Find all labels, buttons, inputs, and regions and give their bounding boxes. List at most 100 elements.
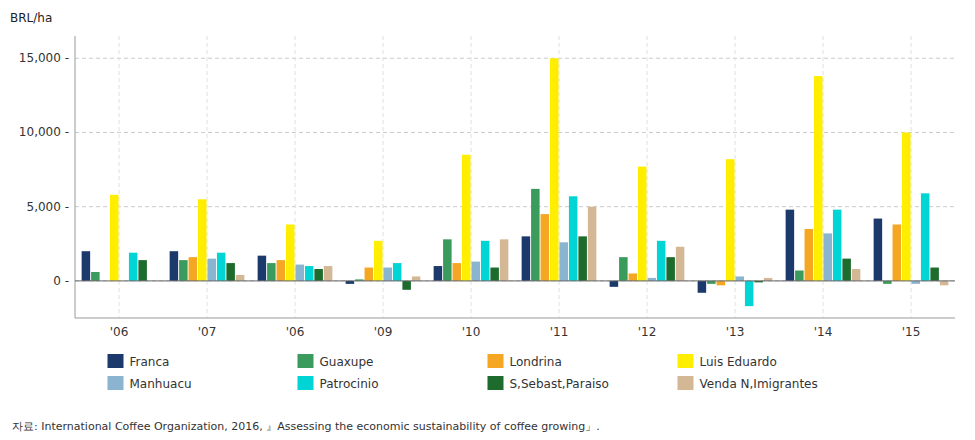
bar	[874, 219, 883, 281]
x-tick-label: '09	[374, 325, 393, 339]
y-tick-label: 10,000 -	[19, 125, 69, 139]
bar	[578, 236, 587, 281]
bar	[170, 251, 179, 281]
bar	[531, 189, 540, 281]
bar	[226, 263, 235, 281]
series	[236, 207, 949, 286]
bar	[267, 263, 276, 281]
bar	[138, 260, 147, 281]
grid-line	[471, 36, 472, 318]
bar	[324, 266, 333, 281]
bar	[91, 272, 100, 281]
legend-label: Venda N,Imigrantes	[700, 377, 818, 391]
bar	[189, 257, 198, 281]
y-axis-line	[75, 36, 76, 318]
x-tick-label: '10	[462, 325, 481, 339]
bar	[786, 210, 795, 281]
bar	[314, 269, 323, 281]
series	[129, 193, 930, 306]
x-tick-label: '13	[726, 325, 745, 339]
bar	[805, 229, 814, 281]
legend-swatch	[298, 354, 314, 368]
legend-swatch	[108, 354, 124, 368]
bar	[412, 276, 421, 280]
grid-line	[75, 280, 955, 281]
bar	[179, 260, 188, 281]
bar	[277, 260, 286, 281]
x-tick-label: '11	[550, 325, 569, 339]
bar	[717, 281, 726, 285]
bar	[735, 276, 744, 280]
bar	[676, 247, 685, 281]
legend-label: Luis Eduardo	[700, 355, 777, 369]
bar	[365, 268, 374, 281]
bar	[522, 236, 531, 281]
bar	[481, 241, 490, 281]
grid-line	[119, 36, 120, 318]
zero-line	[75, 280, 955, 281]
x-tick-label: '06	[110, 325, 129, 339]
x-tick-label: '07	[198, 325, 217, 339]
bar	[258, 256, 267, 281]
bar	[833, 210, 842, 281]
grid-line	[735, 36, 736, 318]
grid-line	[559, 36, 560, 318]
bar	[402, 281, 411, 290]
legend-label: Manhuacu	[130, 377, 192, 391]
series	[138, 236, 939, 289]
series	[189, 214, 902, 285]
legend-swatch	[678, 376, 694, 390]
bar	[198, 199, 207, 281]
y-axis-label: BRL/ha	[10, 11, 52, 25]
legend-swatch	[488, 354, 504, 368]
legend-label: S,Sebast,Paraiso	[510, 377, 609, 391]
bar	[930, 268, 939, 281]
y-tick-label: 15,000 -	[19, 51, 69, 65]
grid-line	[383, 36, 384, 318]
bar	[236, 275, 245, 281]
legend-swatch	[678, 354, 694, 368]
bar	[795, 271, 804, 281]
bar	[842, 259, 851, 281]
bar	[217, 253, 226, 281]
bar	[541, 214, 550, 281]
legend-swatch	[298, 376, 314, 390]
bar	[638, 167, 647, 281]
bar	[471, 262, 480, 281]
grid	[75, 36, 955, 318]
legend-label: Patrocinio	[320, 377, 379, 391]
bar	[434, 266, 443, 281]
bar	[588, 207, 597, 281]
y-tick-label: 5,000 -	[27, 200, 70, 214]
bar	[82, 251, 91, 281]
bar	[814, 76, 823, 281]
chart: 0 -5,000 -10,000 -15,000 -BRL/ha'06'07'0…	[0, 0, 975, 440]
bar	[940, 281, 949, 285]
legend-swatch	[108, 376, 124, 390]
bar	[500, 239, 509, 281]
bar	[852, 269, 861, 281]
grid-line	[75, 132, 955, 133]
bar	[666, 257, 675, 281]
bar	[726, 159, 735, 281]
series	[110, 58, 911, 281]
legend-label: Londrina	[510, 355, 562, 369]
bar	[657, 241, 666, 281]
grid-line	[295, 36, 296, 318]
grid-line	[823, 36, 824, 318]
bar	[490, 268, 499, 281]
bar	[305, 266, 314, 281]
bar	[569, 196, 578, 281]
bar	[453, 263, 462, 281]
bar	[550, 58, 559, 281]
grid-line	[911, 36, 912, 318]
bar	[129, 253, 138, 281]
bar	[374, 241, 383, 281]
bar	[610, 281, 619, 287]
bar	[823, 233, 832, 280]
legend-label: Guaxupe	[320, 355, 374, 369]
bar	[207, 259, 216, 281]
bar	[745, 281, 754, 306]
series	[207, 233, 920, 283]
source-note: 자료: International Coffee Organization, 2…	[12, 420, 600, 433]
